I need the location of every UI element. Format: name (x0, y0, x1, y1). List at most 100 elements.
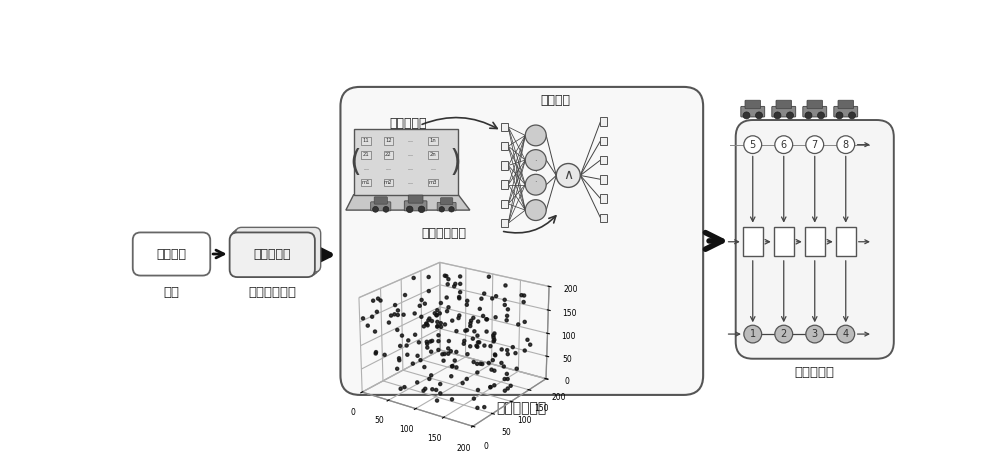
Circle shape (439, 207, 444, 212)
Text: m2: m2 (384, 180, 393, 185)
Text: 原始数据: 原始数据 (156, 247, 186, 261)
FancyBboxPatch shape (834, 106, 858, 117)
Text: 卡口语料库: 卡口语料库 (389, 117, 427, 129)
Text: 3: 3 (812, 329, 818, 339)
Text: ...: ... (363, 166, 369, 171)
Circle shape (818, 112, 825, 119)
Bar (501, 123, 508, 131)
Text: ∧: ∧ (563, 168, 573, 182)
Circle shape (525, 150, 546, 171)
FancyBboxPatch shape (232, 231, 317, 275)
Text: 格式化数据: 格式化数据 (254, 248, 291, 261)
Bar (501, 142, 508, 150)
Circle shape (525, 200, 546, 220)
FancyBboxPatch shape (745, 100, 761, 109)
Circle shape (525, 125, 546, 146)
Text: 7: 7 (812, 140, 818, 150)
FancyBboxPatch shape (437, 202, 456, 211)
Bar (600, 214, 607, 222)
Bar (384, 151, 393, 158)
Bar (361, 137, 371, 145)
Text: 11: 11 (363, 138, 369, 143)
Bar (600, 118, 607, 126)
Text: 建立路网模型: 建立路网模型 (497, 401, 547, 415)
FancyBboxPatch shape (838, 100, 854, 109)
Text: ...: ... (408, 152, 414, 157)
Text: ...: ... (408, 180, 414, 185)
FancyBboxPatch shape (133, 232, 210, 275)
Circle shape (837, 325, 855, 343)
Text: ·
·
·: · · · (534, 157, 537, 187)
Text: ...: ... (408, 166, 414, 171)
Bar (384, 137, 393, 145)
Text: 21: 21 (363, 152, 369, 157)
Circle shape (744, 136, 762, 154)
Circle shape (806, 325, 824, 343)
Text: 高维空间路网: 高维空间路网 (422, 227, 467, 240)
Text: 预测和分析: 预测和分析 (795, 366, 835, 379)
Bar (501, 200, 508, 208)
FancyBboxPatch shape (230, 232, 315, 277)
Circle shape (805, 112, 812, 119)
FancyBboxPatch shape (374, 197, 387, 204)
Circle shape (849, 112, 856, 119)
Bar (384, 179, 393, 186)
Circle shape (837, 136, 855, 154)
Bar (361, 179, 371, 186)
Circle shape (774, 112, 781, 119)
Text: 2n: 2n (429, 152, 436, 157)
Text: (: ( (349, 148, 361, 177)
Circle shape (756, 112, 763, 119)
Polygon shape (346, 195, 470, 210)
Polygon shape (354, 129, 458, 195)
Text: 8: 8 (843, 140, 849, 150)
Text: 6: 6 (781, 140, 787, 150)
Bar (600, 175, 607, 183)
Text: m3: m3 (429, 180, 437, 185)
FancyBboxPatch shape (807, 100, 822, 109)
Bar (836, 227, 856, 256)
FancyBboxPatch shape (340, 87, 703, 395)
Bar (501, 219, 508, 228)
Text: ...: ... (385, 166, 391, 171)
FancyBboxPatch shape (772, 106, 796, 117)
Circle shape (775, 325, 793, 343)
Bar (774, 227, 794, 256)
Bar (805, 227, 825, 256)
Circle shape (787, 112, 794, 119)
Text: m1: m1 (362, 180, 370, 185)
Bar (743, 227, 763, 256)
FancyBboxPatch shape (371, 202, 391, 211)
Circle shape (373, 207, 378, 212)
Text: 5: 5 (750, 140, 756, 150)
Circle shape (744, 325, 762, 343)
Circle shape (406, 206, 413, 213)
Text: 2: 2 (781, 329, 787, 339)
FancyBboxPatch shape (776, 100, 792, 109)
Bar (600, 137, 607, 145)
Text: ...: ... (408, 138, 414, 143)
Bar (600, 194, 607, 203)
Circle shape (383, 207, 389, 212)
Bar (428, 151, 438, 158)
Text: 1n: 1n (429, 138, 436, 143)
Circle shape (418, 206, 425, 213)
Text: 数据清洗整理: 数据清洗整理 (248, 286, 296, 299)
Circle shape (449, 207, 454, 212)
Text: ...: ... (430, 166, 436, 171)
FancyBboxPatch shape (408, 195, 423, 203)
Text: 嵌入算法: 嵌入算法 (540, 93, 570, 107)
FancyBboxPatch shape (440, 198, 453, 205)
Text: ): ) (449, 148, 461, 177)
Text: 输入: 输入 (164, 286, 180, 299)
Circle shape (836, 112, 843, 119)
Text: 1: 1 (750, 329, 756, 339)
Bar (428, 179, 438, 186)
Bar (501, 161, 508, 170)
FancyBboxPatch shape (741, 106, 765, 117)
Circle shape (556, 164, 580, 187)
Text: 4: 4 (843, 329, 849, 339)
FancyBboxPatch shape (235, 228, 321, 272)
Circle shape (743, 112, 750, 119)
FancyBboxPatch shape (234, 229, 319, 273)
